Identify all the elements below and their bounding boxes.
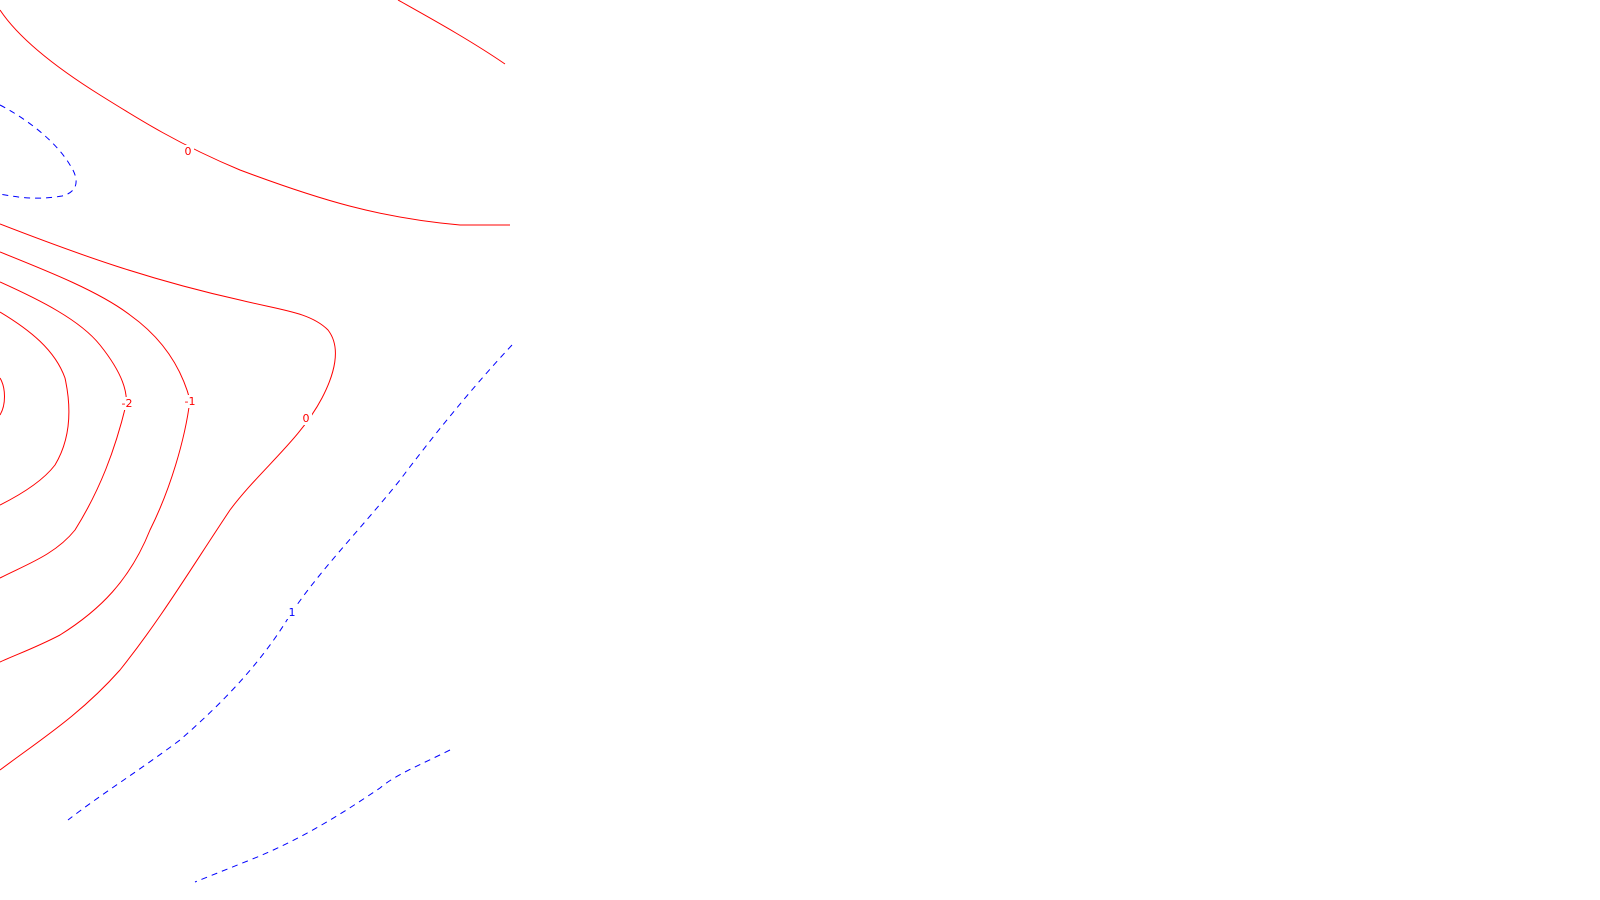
contour-line-one-bottom (194, 749, 451, 883)
contour-label-minus-two: -2 (122, 397, 133, 410)
contour-line-one-right (67, 344, 513, 821)
contour-label-minus-one: -1 (185, 395, 196, 408)
contour-label-one-group: 1 (286, 606, 298, 619)
contour-label-minus-two-group: -2 (119, 397, 135, 410)
contour-line-zero-top-right (397, 0, 506, 65)
contour-label-zero-top-group: 0 (182, 145, 194, 158)
contour-line-minus-one (0, 251, 191, 663)
contour-label-zero-mid: 0 (303, 412, 310, 425)
contour-line-minus-three (0, 311, 70, 506)
contour-line-one-top-left (0, 104, 77, 199)
contour-label-zero-top: 0 (185, 145, 192, 158)
contour-label-one: 1 (289, 606, 296, 619)
contour-line-zero-mid (0, 223, 336, 771)
contour-line-minus-two (0, 281, 127, 579)
contour-label-minus-one-group: -1 (182, 395, 198, 408)
contour-line-innermost (0, 377, 5, 416)
contour-line-zero-upper (0, 9, 510, 226)
contour-label-zero-mid-group: 0 (300, 412, 312, 425)
